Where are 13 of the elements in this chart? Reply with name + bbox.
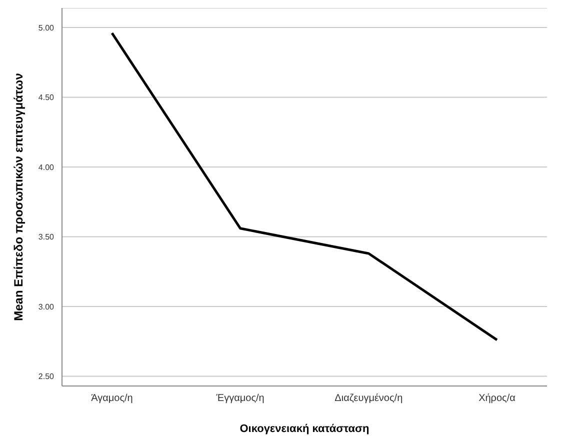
x-axis-title: Οικογενειακή κατάσταση — [240, 423, 370, 435]
x-tick-label: Διαζευγμένος/η — [334, 393, 403, 404]
y-tick-label: 3.50 — [38, 232, 55, 242]
line-series — [110, 32, 498, 342]
x-tick-label: Έγγαμος/η — [215, 393, 264, 404]
x-tick-label: Άγαμος/η — [91, 393, 133, 404]
y-axis-title: Mean Επίπεδο προσωπικών επιτευγμάτων — [11, 72, 26, 321]
y-tick-label: 5.00 — [38, 23, 55, 32]
y-tick-label: 3.00 — [38, 302, 55, 312]
y-tick-label: 2.50 — [38, 372, 55, 382]
y-tick-label: 4.00 — [38, 162, 55, 172]
y-tick-label: 4.50 — [38, 93, 55, 102]
x-tick-label: Χήρος/α — [478, 393, 516, 404]
